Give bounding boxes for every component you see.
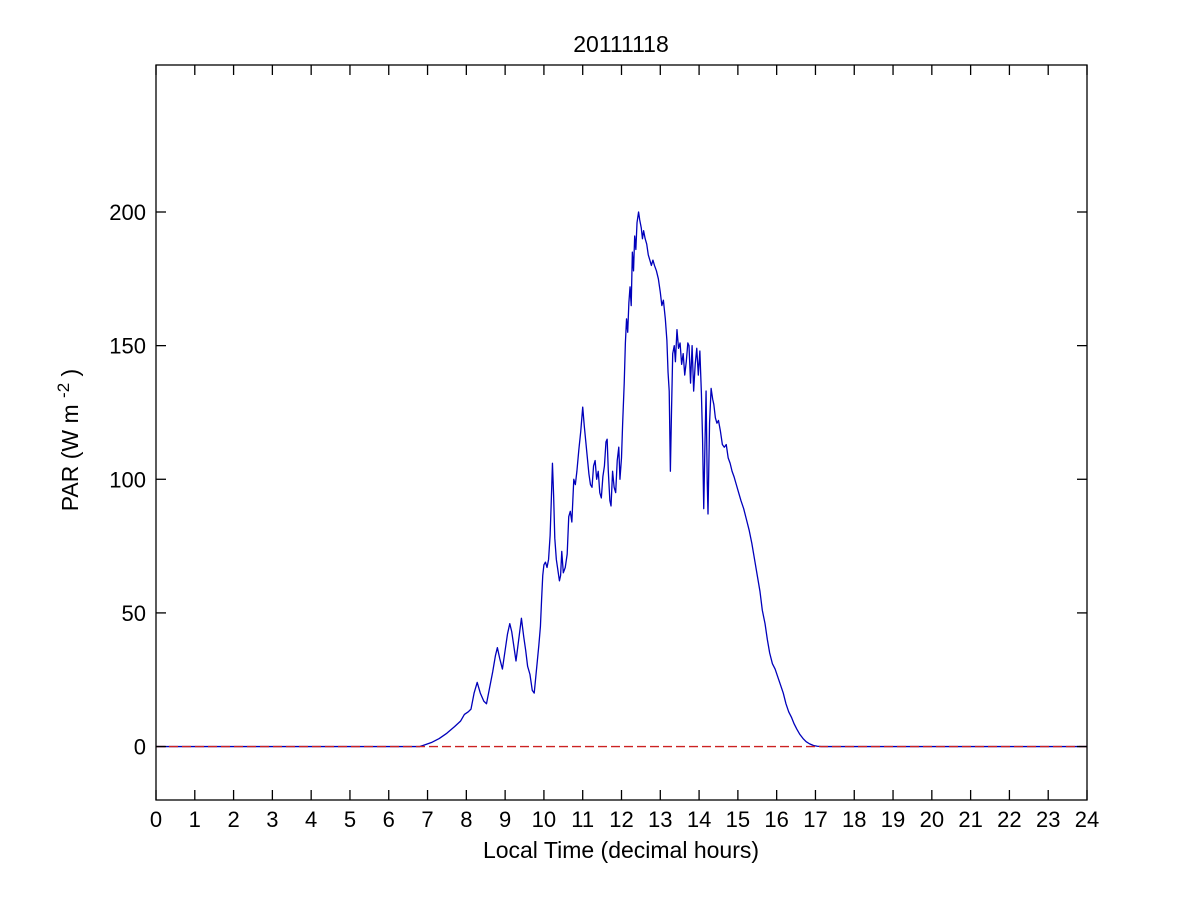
x-tick-label: 2: [227, 807, 239, 832]
x-tick-label: 14: [687, 807, 711, 832]
y-axis-label-close: ): [57, 369, 83, 377]
y-tick-label: 0: [134, 735, 146, 760]
y-tick-label: 200: [109, 200, 146, 225]
x-axis-label: Local Time (decimal hours): [483, 837, 759, 863]
x-tick-label: 23: [1036, 807, 1060, 832]
x-tick-label: 7: [421, 807, 433, 832]
y-tick-label: 50: [122, 601, 146, 626]
x-tick-label: 19: [881, 807, 905, 832]
y-axis-label: PAR (W m -2 ): [48, 369, 83, 511]
x-tick-label: 21: [958, 807, 982, 832]
x-tick-label: 15: [726, 807, 750, 832]
x-tick-label: 6: [383, 807, 395, 832]
x-tick-label: 8: [460, 807, 472, 832]
x-tick-label: 22: [997, 807, 1021, 832]
x-tick-label: 18: [842, 807, 866, 832]
plot-border: [155, 64, 1088, 801]
x-tick-label: 17: [803, 807, 827, 832]
x-tick-label: 20: [920, 807, 944, 832]
y-axis-label-main: PAR (W m: [57, 404, 83, 511]
x-tick-label: 12: [609, 807, 633, 832]
x-tick-label: 5: [344, 807, 356, 832]
x-tick-label: 3: [266, 807, 278, 832]
chart-title: 20111118: [573, 31, 669, 57]
x-tick-label: 13: [648, 807, 672, 832]
x-tick-label: 24: [1075, 807, 1099, 832]
x-tick-label: 16: [764, 807, 788, 832]
plot-area: 0 1 2 3 4 5 6 7 8 9 10 11 12 13 14 15 16 17 18 19 20 21 22 23 24…: [109, 64, 1099, 832]
y-axis-label-superscript: -2: [54, 383, 73, 398]
x-tick-label: 4: [305, 807, 317, 832]
x-tick-label: 1: [189, 807, 201, 832]
y-tick-label: 100: [109, 467, 146, 492]
x-tick-label: 9: [499, 807, 511, 832]
x-tick-label: 0: [150, 807, 162, 832]
x-tick-label: 11: [571, 807, 594, 832]
y-tick-label: 150: [109, 334, 146, 359]
par-series-line: [156, 211, 1087, 748]
x-tick-label: 10: [532, 807, 556, 832]
